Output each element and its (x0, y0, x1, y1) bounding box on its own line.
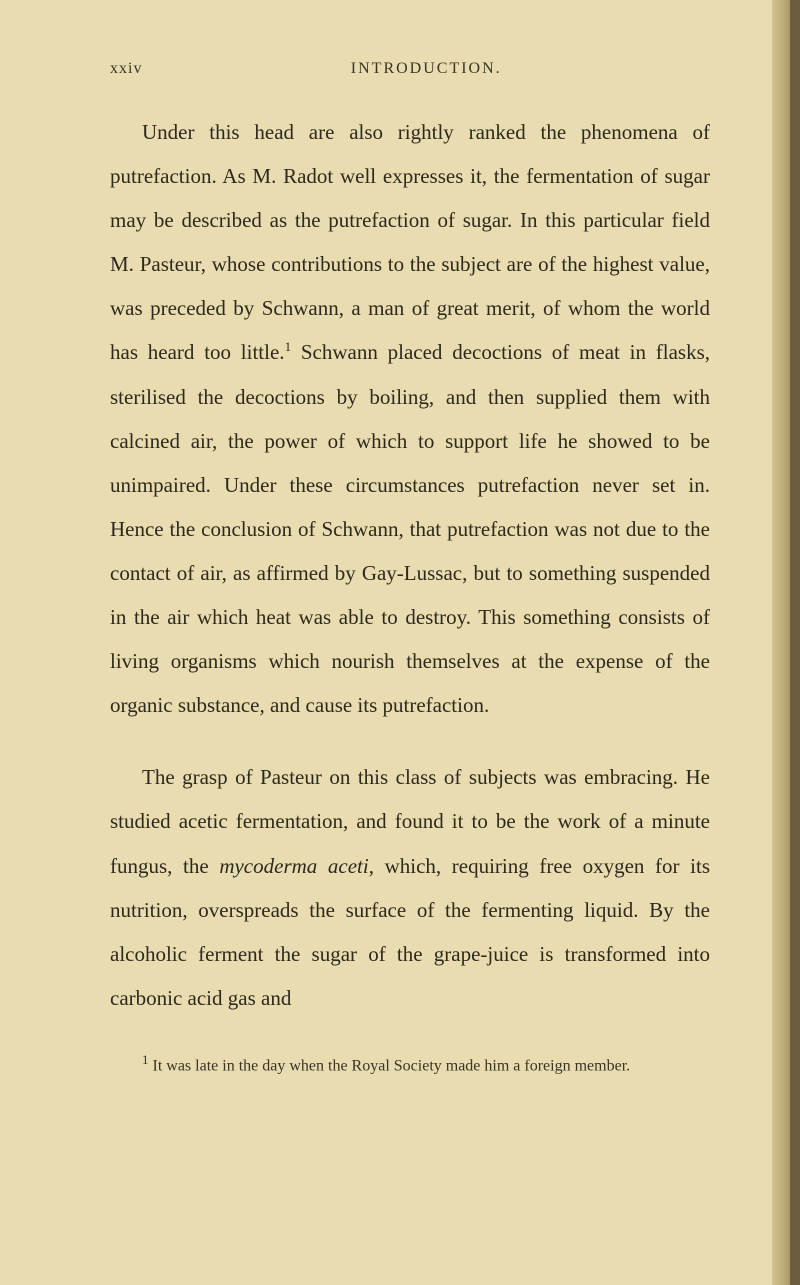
page-edge-dark (790, 0, 800, 1285)
p1-text-part2: Schwann placed decoctions of meat in fla… (110, 340, 710, 717)
paragraph-1: Under this head are also rightly ranked … (110, 110, 710, 727)
p1-text-part1: Under this head are also rightly ranked … (110, 120, 710, 364)
page-container: xxiv INTRODUCTION. Under this head are a… (0, 0, 800, 1285)
p2-italic-term: mycoderma aceti (219, 854, 368, 878)
footnote-text: It was late in the day when the Royal So… (149, 1057, 631, 1074)
running-head: INTRODUCTION. (351, 60, 502, 78)
paragraph-2: The grasp of Pasteur on this class of su… (110, 755, 710, 1020)
page-header: xxiv INTRODUCTION. (110, 60, 710, 78)
footnote-1: 1 It was late in the day when the Royal … (110, 1048, 710, 1081)
page-number: xxiv (110, 60, 142, 78)
